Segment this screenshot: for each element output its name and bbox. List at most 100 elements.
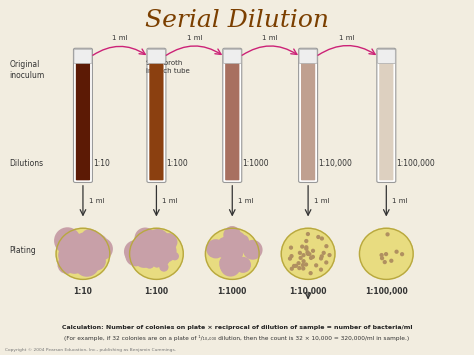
Ellipse shape	[73, 243, 89, 259]
Ellipse shape	[311, 249, 315, 253]
Ellipse shape	[237, 235, 249, 246]
Ellipse shape	[306, 251, 310, 255]
Ellipse shape	[82, 233, 109, 259]
Text: 1 ml: 1 ml	[162, 198, 178, 204]
FancyBboxPatch shape	[73, 48, 92, 182]
Ellipse shape	[157, 257, 166, 266]
Ellipse shape	[319, 268, 323, 272]
Ellipse shape	[306, 232, 310, 236]
Ellipse shape	[145, 258, 155, 269]
Ellipse shape	[292, 264, 296, 268]
Ellipse shape	[383, 260, 387, 264]
Ellipse shape	[58, 243, 82, 267]
Ellipse shape	[297, 266, 301, 270]
Text: 1 ml: 1 ml	[263, 35, 278, 41]
Ellipse shape	[85, 248, 100, 262]
Ellipse shape	[125, 246, 146, 266]
Ellipse shape	[63, 248, 76, 262]
Ellipse shape	[281, 228, 335, 279]
Ellipse shape	[153, 249, 170, 267]
Ellipse shape	[229, 231, 246, 248]
Ellipse shape	[128, 244, 149, 265]
Text: Plating: Plating	[9, 246, 36, 255]
Ellipse shape	[294, 264, 298, 268]
Ellipse shape	[145, 242, 168, 265]
FancyBboxPatch shape	[299, 48, 318, 182]
Ellipse shape	[233, 240, 244, 251]
Ellipse shape	[78, 237, 99, 258]
Ellipse shape	[328, 253, 332, 257]
Ellipse shape	[385, 232, 390, 236]
FancyBboxPatch shape	[147, 49, 165, 64]
Ellipse shape	[324, 260, 328, 264]
Ellipse shape	[152, 237, 170, 256]
FancyBboxPatch shape	[149, 61, 164, 180]
Ellipse shape	[319, 254, 324, 258]
Ellipse shape	[314, 263, 319, 267]
Ellipse shape	[59, 242, 72, 256]
Ellipse shape	[311, 255, 315, 259]
Ellipse shape	[359, 228, 413, 279]
Ellipse shape	[301, 266, 305, 271]
Ellipse shape	[134, 247, 155, 268]
Ellipse shape	[223, 226, 241, 244]
Ellipse shape	[222, 242, 237, 256]
Ellipse shape	[304, 239, 309, 243]
FancyBboxPatch shape	[76, 61, 90, 180]
Ellipse shape	[145, 256, 152, 263]
Ellipse shape	[289, 246, 293, 250]
Text: (For example, if 32 colonies are on a plate of ¹/₁₀,₀₀₀ dilution, then the count: (For example, if 32 colonies are on a pl…	[64, 335, 410, 342]
Ellipse shape	[301, 263, 305, 267]
Ellipse shape	[307, 252, 311, 256]
Ellipse shape	[153, 244, 160, 251]
Ellipse shape	[76, 261, 85, 271]
Ellipse shape	[82, 244, 96, 258]
Text: Original
inoculum: Original inoculum	[9, 60, 45, 81]
Text: 1:10: 1:10	[93, 159, 110, 168]
Ellipse shape	[76, 258, 89, 271]
FancyBboxPatch shape	[147, 48, 166, 182]
Ellipse shape	[228, 248, 237, 257]
Ellipse shape	[234, 251, 240, 257]
Ellipse shape	[316, 235, 320, 239]
Ellipse shape	[54, 227, 81, 254]
Ellipse shape	[71, 247, 96, 272]
Ellipse shape	[299, 256, 303, 260]
Text: Dilutions: Dilutions	[9, 159, 44, 168]
Ellipse shape	[75, 247, 90, 262]
Ellipse shape	[69, 237, 82, 251]
Ellipse shape	[301, 259, 306, 263]
Ellipse shape	[205, 228, 259, 279]
FancyBboxPatch shape	[223, 49, 241, 64]
Ellipse shape	[92, 239, 104, 250]
Ellipse shape	[80, 250, 100, 270]
Ellipse shape	[82, 229, 96, 244]
Ellipse shape	[135, 240, 152, 257]
Ellipse shape	[222, 253, 231, 262]
FancyBboxPatch shape	[223, 48, 242, 182]
FancyBboxPatch shape	[377, 49, 395, 64]
Ellipse shape	[73, 244, 93, 264]
Ellipse shape	[241, 236, 247, 242]
Ellipse shape	[64, 241, 84, 261]
Text: 1:1000: 1:1000	[218, 287, 247, 296]
Ellipse shape	[144, 232, 168, 257]
Ellipse shape	[150, 251, 158, 260]
Ellipse shape	[92, 238, 101, 247]
Text: 1:100: 1:100	[145, 287, 168, 296]
Ellipse shape	[76, 246, 90, 260]
Ellipse shape	[81, 238, 104, 261]
Ellipse shape	[154, 240, 177, 263]
Text: 1 ml: 1 ml	[314, 198, 329, 204]
Ellipse shape	[296, 261, 301, 265]
Ellipse shape	[64, 257, 78, 271]
Ellipse shape	[215, 239, 234, 258]
Ellipse shape	[298, 251, 302, 255]
Ellipse shape	[288, 256, 292, 261]
Ellipse shape	[300, 245, 304, 249]
Text: 1:1000: 1:1000	[242, 159, 269, 168]
Text: 1:100: 1:100	[166, 159, 188, 168]
Ellipse shape	[57, 256, 76, 274]
Text: 1:10: 1:10	[73, 287, 92, 296]
Ellipse shape	[304, 262, 308, 267]
